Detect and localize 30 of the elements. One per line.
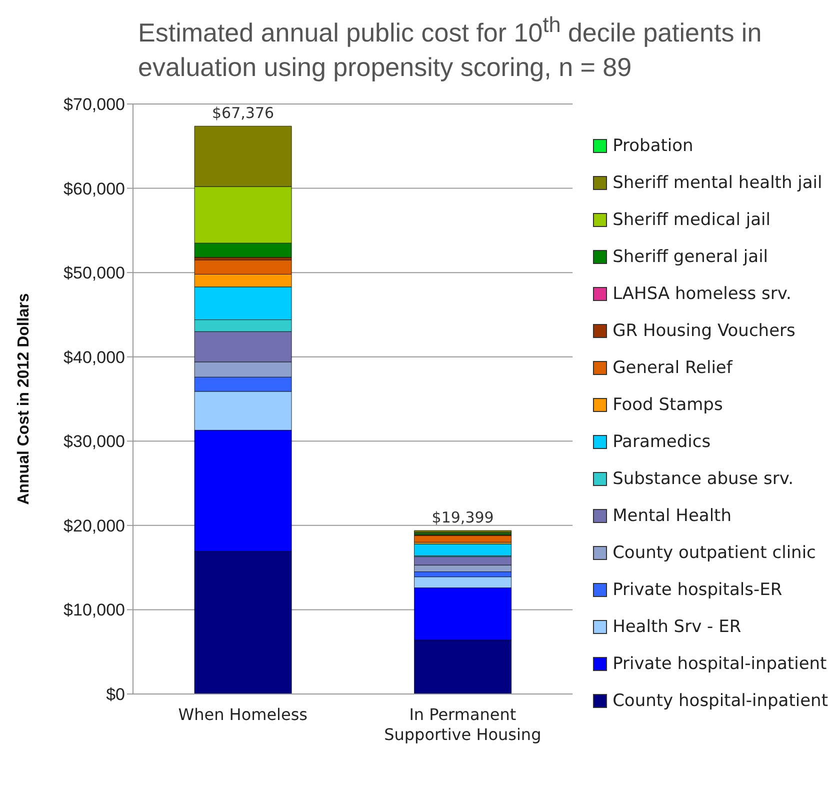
x-tick-label: In Permanent Supportive Housing <box>384 704 542 744</box>
y-tick-label: $40,000 <box>64 348 125 367</box>
y-tick-label: $20,000 <box>64 516 125 536</box>
legend-label: GR Housing Vouchers <box>612 321 796 342</box>
legend-label: Sheriff general jail <box>612 247 768 268</box>
legend-label: Mental Health <box>612 506 732 526</box>
legend-label: County outpatient clinic <box>612 543 816 564</box>
legend-label: Private hospital-inpatient <box>612 654 827 674</box>
legend-label: Health Srv - ER <box>612 617 742 638</box>
chart-title: Estimated annual public cost for 10$^{th}$ decile patients in evaluation using propensity scoring, n = 89 <box>138 11 763 84</box>
legend-label: County hospital-inpatient <box>612 691 828 712</box>
legend-label: General Relief <box>612 358 732 378</box>
y-tick-label: $70,000 <box>64 94 125 114</box>
x-tick-label: When Homeless <box>178 704 308 724</box>
legend-label: Private hospitals-ER <box>612 580 782 600</box>
y-tick-label: $10,000 <box>64 600 125 620</box>
legend-label: Sheriff medical jail <box>612 210 770 230</box>
legend-label: Sheriff mental health jail <box>612 173 822 194</box>
y-tick-label: $30,000 <box>64 432 125 451</box>
legend-label: Substance abuse srv. <box>612 469 794 490</box>
y-tick-label: $50,000 <box>64 263 125 282</box>
legend-label: Food Stamps <box>612 395 723 416</box>
y-axis-title: Annual Cost in 2012 Dollars <box>16 292 33 504</box>
legend-label: Probation <box>612 136 694 156</box>
total-label: $67,376 <box>212 104 274 122</box>
total-label: $19,399 <box>432 508 494 526</box>
y-tick-label: $60,000 <box>64 178 125 198</box>
legend-label: Paramedics <box>612 432 711 452</box>
y-tick-label: $0 <box>106 684 125 704</box>
legend-label: LAHSA homeless srv. <box>612 284 792 304</box>
